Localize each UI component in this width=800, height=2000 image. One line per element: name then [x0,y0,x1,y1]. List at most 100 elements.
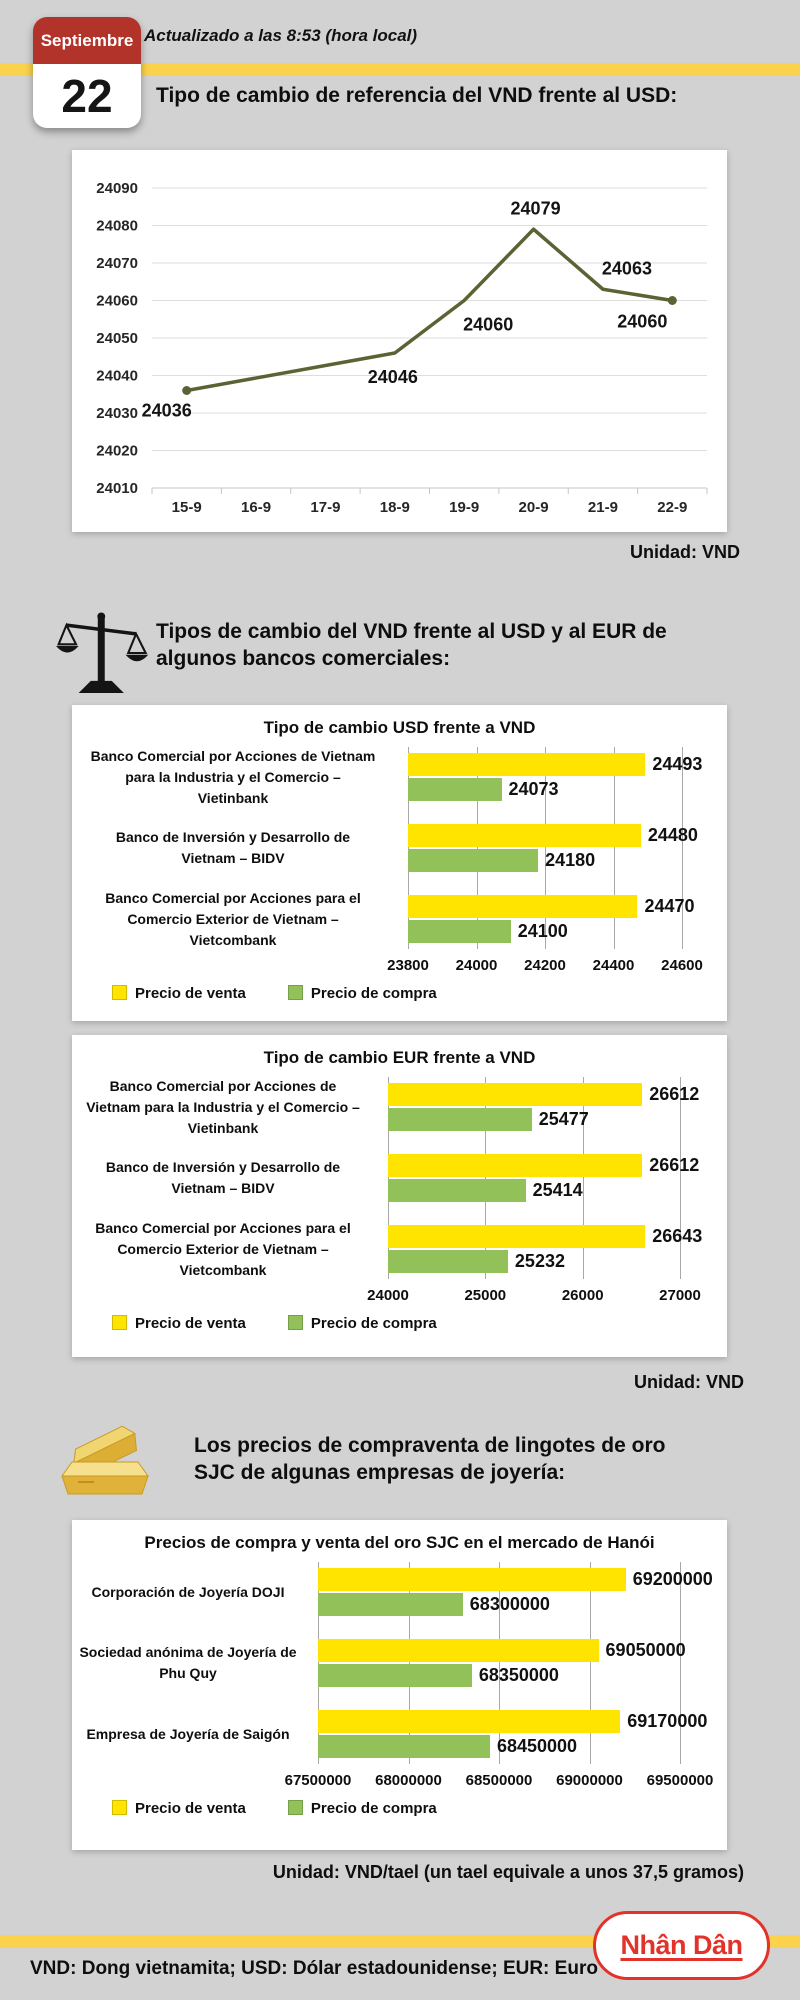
category-label: Sociedad anónima de Joyería de Phu Quy [79,1644,297,1681]
gridlines [318,1562,681,1764]
svg-text:24036: 24036 [142,401,192,421]
svg-text:24010: 24010 [96,480,138,497]
bar-compra [388,1250,508,1273]
unit-label-banks: Unidad: VND [634,1372,744,1392]
bar-track: 69050000 68350000 [318,1639,686,1687]
bar-venta [408,753,646,776]
bar-chart-title: Tipo de cambio EUR frente a VND [263,1048,536,1067]
bar-track: 24480 24180 [408,824,698,872]
axis-tick-label: 24000 [455,957,498,974]
legend-swatch [112,1315,127,1330]
bar-value-label: 26643 [652,1226,703,1246]
legend-swatch [112,985,127,1000]
svg-text:24050: 24050 [96,330,138,347]
bar-group: Empresa de Joyería de Saigón 69170000 6845… [72,1710,727,1758]
eur-bar-chart-card: Tipo de cambio EUR frente a VND Banco Com… [72,1035,727,1357]
svg-text:24070: 24070 [96,255,138,272]
nhandan-logo: Nhân Dân [593,1911,770,1980]
category-label: Banco Comercial por Acciones de Vietnam … [86,1077,360,1136]
axis-tick-label: 24600 [661,957,703,974]
bar-venta [388,1225,646,1248]
glossary-text: VND: Dong vietnamita; USD: Dólar estadou… [30,1958,598,1979]
svg-text:24090: 24090 [96,180,138,197]
bar-group: Corporación de Joyería DOJI 69200000 68300… [72,1568,727,1616]
svg-text:24020: 24020 [96,443,138,460]
calendar-icon: Septiembre 22 [33,17,141,128]
gridlines [388,1077,681,1279]
bar-track: 26643 25232 [388,1225,702,1273]
svg-text:24063: 24063 [602,258,652,278]
calendar-day: 22 [61,70,113,122]
svg-text:24030: 24030 [96,405,138,422]
bar-compra [388,1108,532,1131]
x-axis: 67500000 68000000 68500000 69000000 69500000 [72,1770,727,1796]
legend: Precio de venta Precio de compra [112,985,727,1002]
svg-text:24060: 24060 [617,312,667,332]
x-axis: 24000 25000 26000 27000 [72,1285,727,1311]
svg-text:24040: 24040 [96,368,138,385]
category-label: Banco de Inversión y Desarrollo de Vietn… [115,829,351,866]
svg-text:24079: 24079 [511,198,561,218]
svg-text:24080: 24080 [96,218,138,235]
bar-compra [408,920,511,943]
bar-value-label: 69170000 [627,1711,708,1731]
bar-value-label: 25232 [514,1251,565,1271]
bar-group: Banco Comercial por Acciones de Vietnam … [72,1078,727,1136]
bar-value-label: 68450000 [496,1736,578,1756]
calendar-month: Septiembre [33,17,141,64]
axis-tick-label: 26000 [561,1287,604,1304]
axis-tick-label: 24000 [367,1287,409,1304]
bar-value-label: 24493 [652,754,703,774]
bar-value-label: 25414 [532,1180,583,1200]
axis-tick-label: 27000 [659,1287,701,1304]
bar-venta [318,1568,626,1591]
updated-timestamp: Actualizado a las 8:53 (hora local) [144,26,418,45]
bar-chart-title: Tipo de cambio USD frente a VND [263,718,536,737]
legend: Precio de venta Precio de compra [112,1315,727,1332]
usd-bar-chart-card: Tipo de cambio USD frente a VND Banco Com… [72,705,727,1021]
bar-track: 26612 25477 [388,1083,699,1131]
svg-text:24060: 24060 [463,315,513,335]
bar-value-label: 24470 [644,896,695,916]
section-title-gold: Los precios de compraventa de lingotes d… [194,1434,666,1485]
gold-bar-chart-card: Precios de compra y venta del oro SJC en… [72,1520,727,1850]
legend-swatch [287,1800,303,1815]
svg-text:19-9: 19-9 [449,499,479,516]
x-axis: 23800 24000 24200 24400 24600 [72,955,727,981]
category-label: Corporación de Joyería DOJI [91,1583,285,1600]
balance-scale-icon [56,612,149,694]
axis-tick-label: 24400 [592,957,635,974]
legend-item: Precio de venta [112,1800,246,1817]
bar-compra [318,1593,463,1616]
category-label: Banco de Inversión y Desarrollo de Vietn… [105,1159,341,1196]
unit-label-gold: Unidad: VND/tael (un tael equivale a uno… [272,1862,744,1882]
bar-compra [388,1179,526,1202]
axis-tick-label: 25000 [464,1287,507,1304]
legend-item: Precio de compra [287,1800,437,1817]
legend-item: Precio de venta [112,1315,246,1332]
legend-item: Precio de venta [112,985,246,1002]
bar-group: Banco de Inversión y Desarrollo de Vietn… [72,1154,727,1202]
unit-label-reference: Unidad: VND [630,542,740,562]
svg-text:15-9: 15-9 [172,499,202,516]
legend-item: Precio de compra [287,1315,437,1332]
legend-item: Precio de compra [287,985,437,1002]
bar-compra [318,1735,490,1758]
legend-swatch [112,1800,127,1815]
bar-value-label: 24180 [545,850,596,870]
bar-group: Sociedad anónima de Joyería de Phu Quy 69… [72,1639,727,1687]
bar-group: Banco Comercial por Acciones para el Com… [72,890,727,948]
gridlines [408,747,683,949]
bar-venta [318,1710,621,1733]
bar-track: 24493 24073 [408,753,702,801]
bar-chart-title: Precios de compra y venta del oro SJC en… [144,1533,655,1552]
svg-text:18-9: 18-9 [380,499,410,516]
legend-swatch [287,1315,303,1330]
bar-value-label: 69050000 [605,1640,686,1660]
legend-swatch [287,985,303,1000]
category-label: Empresa de Joyería de Saigón [86,1725,290,1742]
axis-tick-label: 68000000 [375,1772,442,1789]
section-title-banks: Tipos de cambio del VND frente al USD y … [156,620,667,671]
axis-tick-label: 67500000 [284,1772,352,1789]
legend: Precio de venta Precio de compra [112,1800,727,1817]
